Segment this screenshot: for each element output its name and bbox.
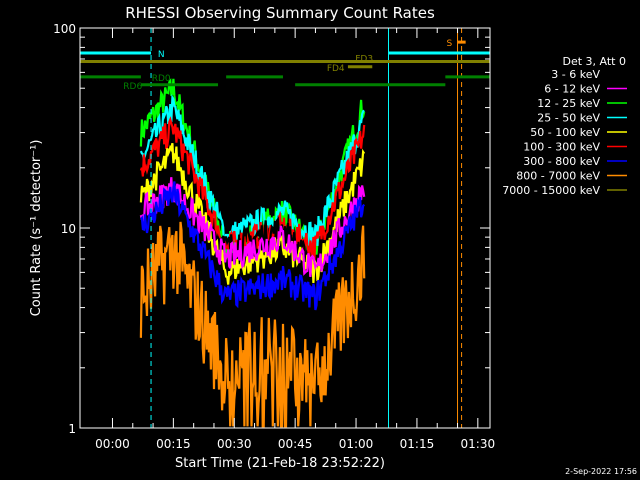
legend-header: Det 3, Att 0 (563, 55, 627, 68)
x-tick-label-0: 00:00 (95, 437, 130, 451)
legend-label-8: 7000 - 15000 keV (502, 184, 600, 197)
y-tick-label-0: 1 (68, 422, 76, 436)
x-tick-label-5: 01:15 (400, 437, 435, 451)
x-tick-label-3: 00:45 (278, 437, 313, 451)
x-tick-label-2: 00:30 (217, 437, 252, 451)
legend-label-0: 3 - 6 keV (551, 68, 600, 81)
flag-label-1: FD3 (355, 54, 373, 64)
x-tick-label-1: 00:15 (156, 437, 191, 451)
legend-label-6: 300 - 800 keV (523, 155, 600, 168)
legend-label-7: 800 - 7000 keV (516, 170, 600, 183)
x-tick-label-6: 01:30 (461, 437, 496, 451)
flag-label-5: RD6 (123, 82, 142, 92)
y-tick-label-2: 100 (53, 22, 76, 36)
x-tick-label-4: 01:00 (339, 437, 374, 451)
legend-label-1: 6 - 12 keV (544, 83, 600, 96)
series-line-7 (139, 221, 366, 428)
legend-label-2: 12 - 25 keV (537, 97, 600, 110)
axis-layer: 00:00 00:15 00:30 00:45 01:00 01:15 01:30 1 10 10… (53, 22, 495, 451)
y-axis-label: Count Rate (s⁻¹ detector⁻¹) (29, 140, 44, 317)
flag-label-0: N (158, 50, 165, 60)
flag-label-3: S (447, 39, 453, 49)
flag-label-2: FD4 (327, 64, 345, 74)
data-layer (139, 77, 366, 428)
x-axis-label: Start Time (21-Feb-18 23:52:22) (175, 456, 385, 471)
flag-label-4: RD0 (152, 74, 171, 84)
footer-date: 2-Sep-2022 17:56 (565, 467, 637, 476)
series-line-6 (140, 181, 366, 311)
chart-title: RHESSI Observing Summary Count Rates (125, 4, 435, 22)
flag-layer: N FD3 FD4 S RD0 RD6 (79, 28, 490, 428)
legend-label-5: 100 - 300 keV (523, 141, 600, 154)
series-line-3 (139, 94, 365, 248)
series-line-4 (139, 143, 366, 285)
legend-label-4: 50 - 100 keV (530, 126, 600, 139)
legend-label-3: 25 - 50 keV (537, 112, 600, 125)
y-tick-label-1: 10 (61, 222, 76, 236)
